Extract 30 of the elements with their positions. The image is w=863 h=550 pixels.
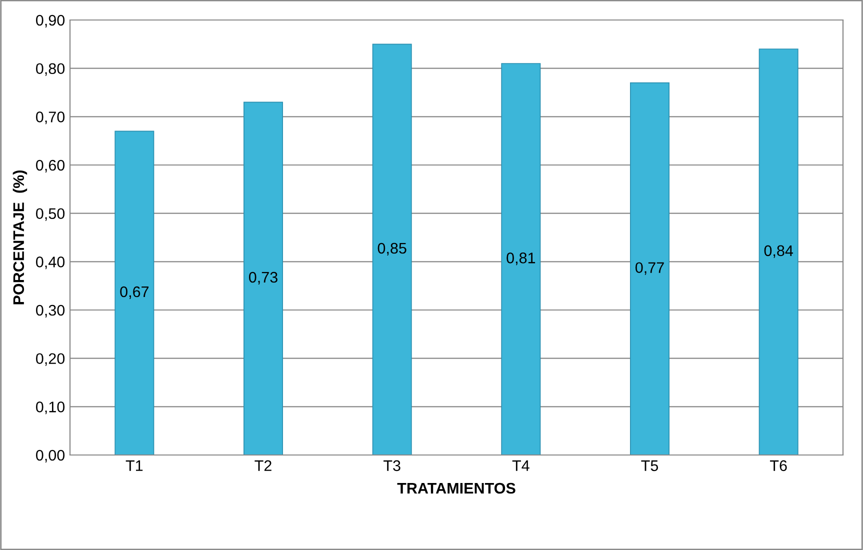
y-tick-label: 0,70 <box>36 112 65 124</box>
bar <box>758 48 798 455</box>
x-axis-title: TRATAMIENTOS <box>397 482 516 494</box>
data-label: 0,84 <box>764 245 794 258</box>
x-tick-label: T2 <box>254 460 272 471</box>
data-label: 0,67 <box>120 286 149 299</box>
y-tick-label: 0,00 <box>36 450 65 462</box>
bar <box>630 82 670 455</box>
x-tick-label: T5 <box>641 460 658 472</box>
x-tick-label: T3 <box>384 460 400 472</box>
data-label: 0,81 <box>506 252 536 266</box>
y-tick-label: 0,20 <box>36 353 65 366</box>
data-label: 0,73 <box>248 272 278 284</box>
x-tick-label: T1 <box>126 460 143 471</box>
x-tick-label: T6 <box>770 460 787 472</box>
data-label: 0,85 <box>378 242 406 256</box>
bar <box>244 102 283 455</box>
y-tick-label: 0,60 <box>36 160 65 172</box>
y-tick-label: 0,90 <box>36 14 65 28</box>
y-tick-label: 0,40 <box>36 256 65 270</box>
bar <box>114 130 154 455</box>
y-axis-title: PORCENTAJE (%) <box>12 170 28 304</box>
y-tick-label: 0,50 <box>36 208 65 221</box>
x-tick-label: T4 <box>512 460 530 471</box>
bar <box>372 44 412 455</box>
y-tick-label: 0,10 <box>36 402 65 414</box>
bar <box>501 63 541 455</box>
data-label: 0,77 <box>635 262 664 275</box>
y-tick-label: 0,80 <box>36 63 65 76</box>
y-tick-label: 0,30 <box>36 304 65 318</box>
